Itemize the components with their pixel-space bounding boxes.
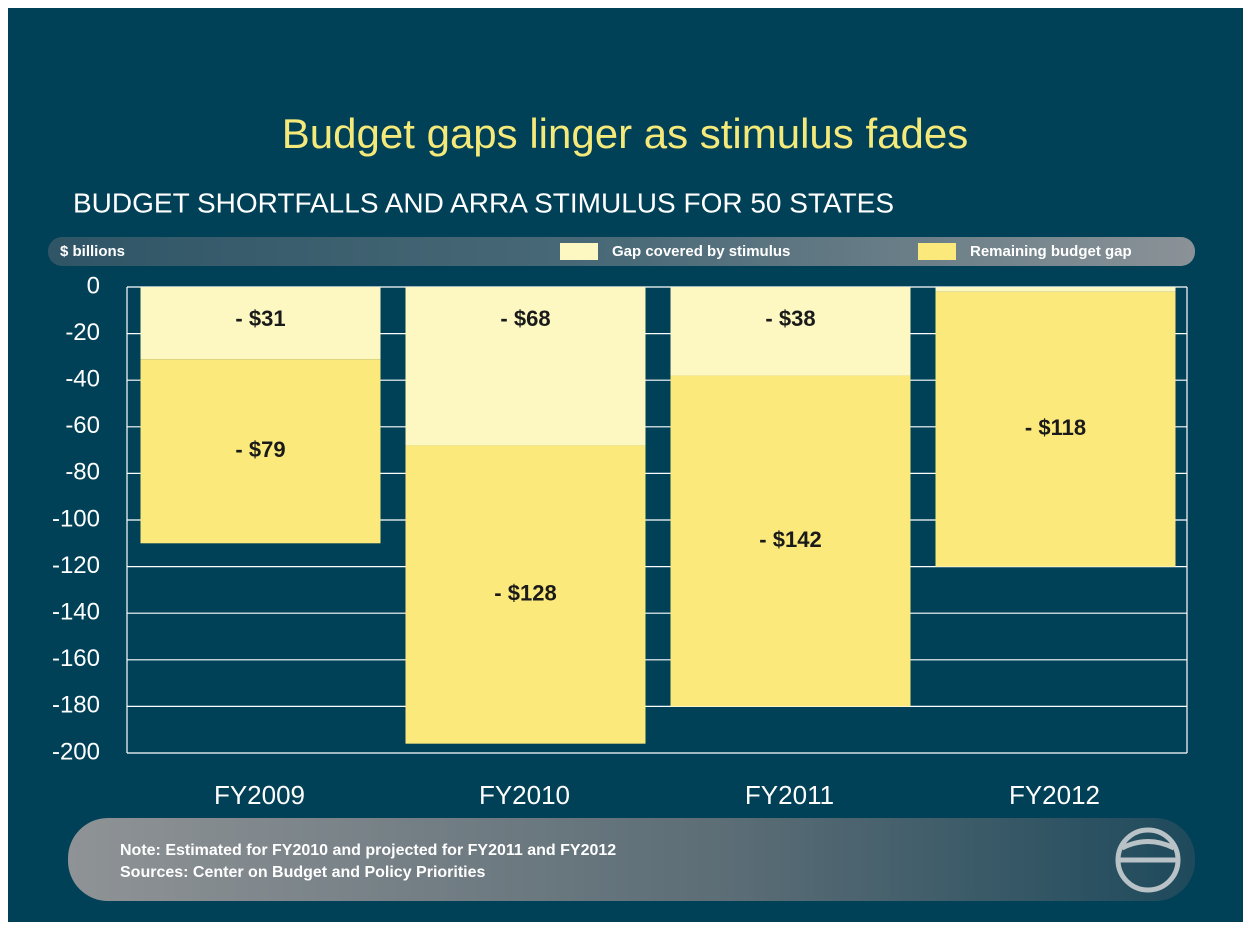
chart-subtitle: BUDGET SHORTFALLS AND ARRA STIMULUS FOR …: [73, 187, 894, 218]
x-tick-label: FY2010: [479, 780, 570, 810]
value-label: - $142: [759, 527, 821, 552]
bar-segment: [405, 445, 646, 744]
y-tick-label: -160: [52, 645, 100, 672]
bar-segment: [140, 287, 381, 360]
value-label: - $79: [235, 437, 285, 462]
legend-strip: [48, 237, 1195, 266]
y-tick-label: -120: [52, 552, 100, 579]
bar-segment: [140, 359, 381, 544]
y-tick-label: -20: [65, 319, 100, 346]
value-label: - $68: [500, 306, 550, 331]
y-tick-label: -80: [65, 459, 100, 486]
x-tick-label: FY2012: [1009, 780, 1100, 810]
bar-segment: [670, 375, 911, 707]
note: Sources: Center on Budget and Policy Pri…: [120, 864, 486, 881]
bar-segment: [935, 291, 1176, 567]
legend-swatch: [918, 243, 956, 260]
y-tick-label: -200: [52, 738, 100, 765]
y-tick-label: -100: [52, 505, 100, 532]
y-axis-label: $ billions: [60, 243, 125, 260]
x-tick-label: FY2009: [214, 780, 305, 810]
value-label: - $118: [1025, 415, 1086, 440]
legend-label: Gap covered by stimulus: [612, 243, 790, 260]
value-label: - $128: [494, 580, 556, 605]
legend-swatch: [560, 243, 598, 260]
chart-title: Budget gaps linger as stimulus fades: [282, 110, 968, 157]
y-tick-label: 0: [87, 272, 100, 299]
y-tick-label: -180: [52, 692, 100, 719]
note-box: [68, 818, 1195, 901]
logo: [1115, 827, 1181, 893]
y-tick-label: -60: [65, 412, 100, 439]
x-tick-label: FY2011: [745, 780, 834, 810]
bar-segment: [405, 287, 646, 446]
bar-segment: [935, 287, 1176, 292]
bar-segment: [670, 287, 911, 376]
legend-label: Remaining budget gap: [970, 243, 1132, 260]
value-label: - $31: [235, 306, 285, 331]
y-tick-label: -40: [65, 366, 100, 393]
note: Note: Estimated for FY2010 and projected…: [120, 842, 616, 859]
y-tick-label: -140: [52, 599, 100, 626]
value-label: - $38: [765, 306, 815, 331]
